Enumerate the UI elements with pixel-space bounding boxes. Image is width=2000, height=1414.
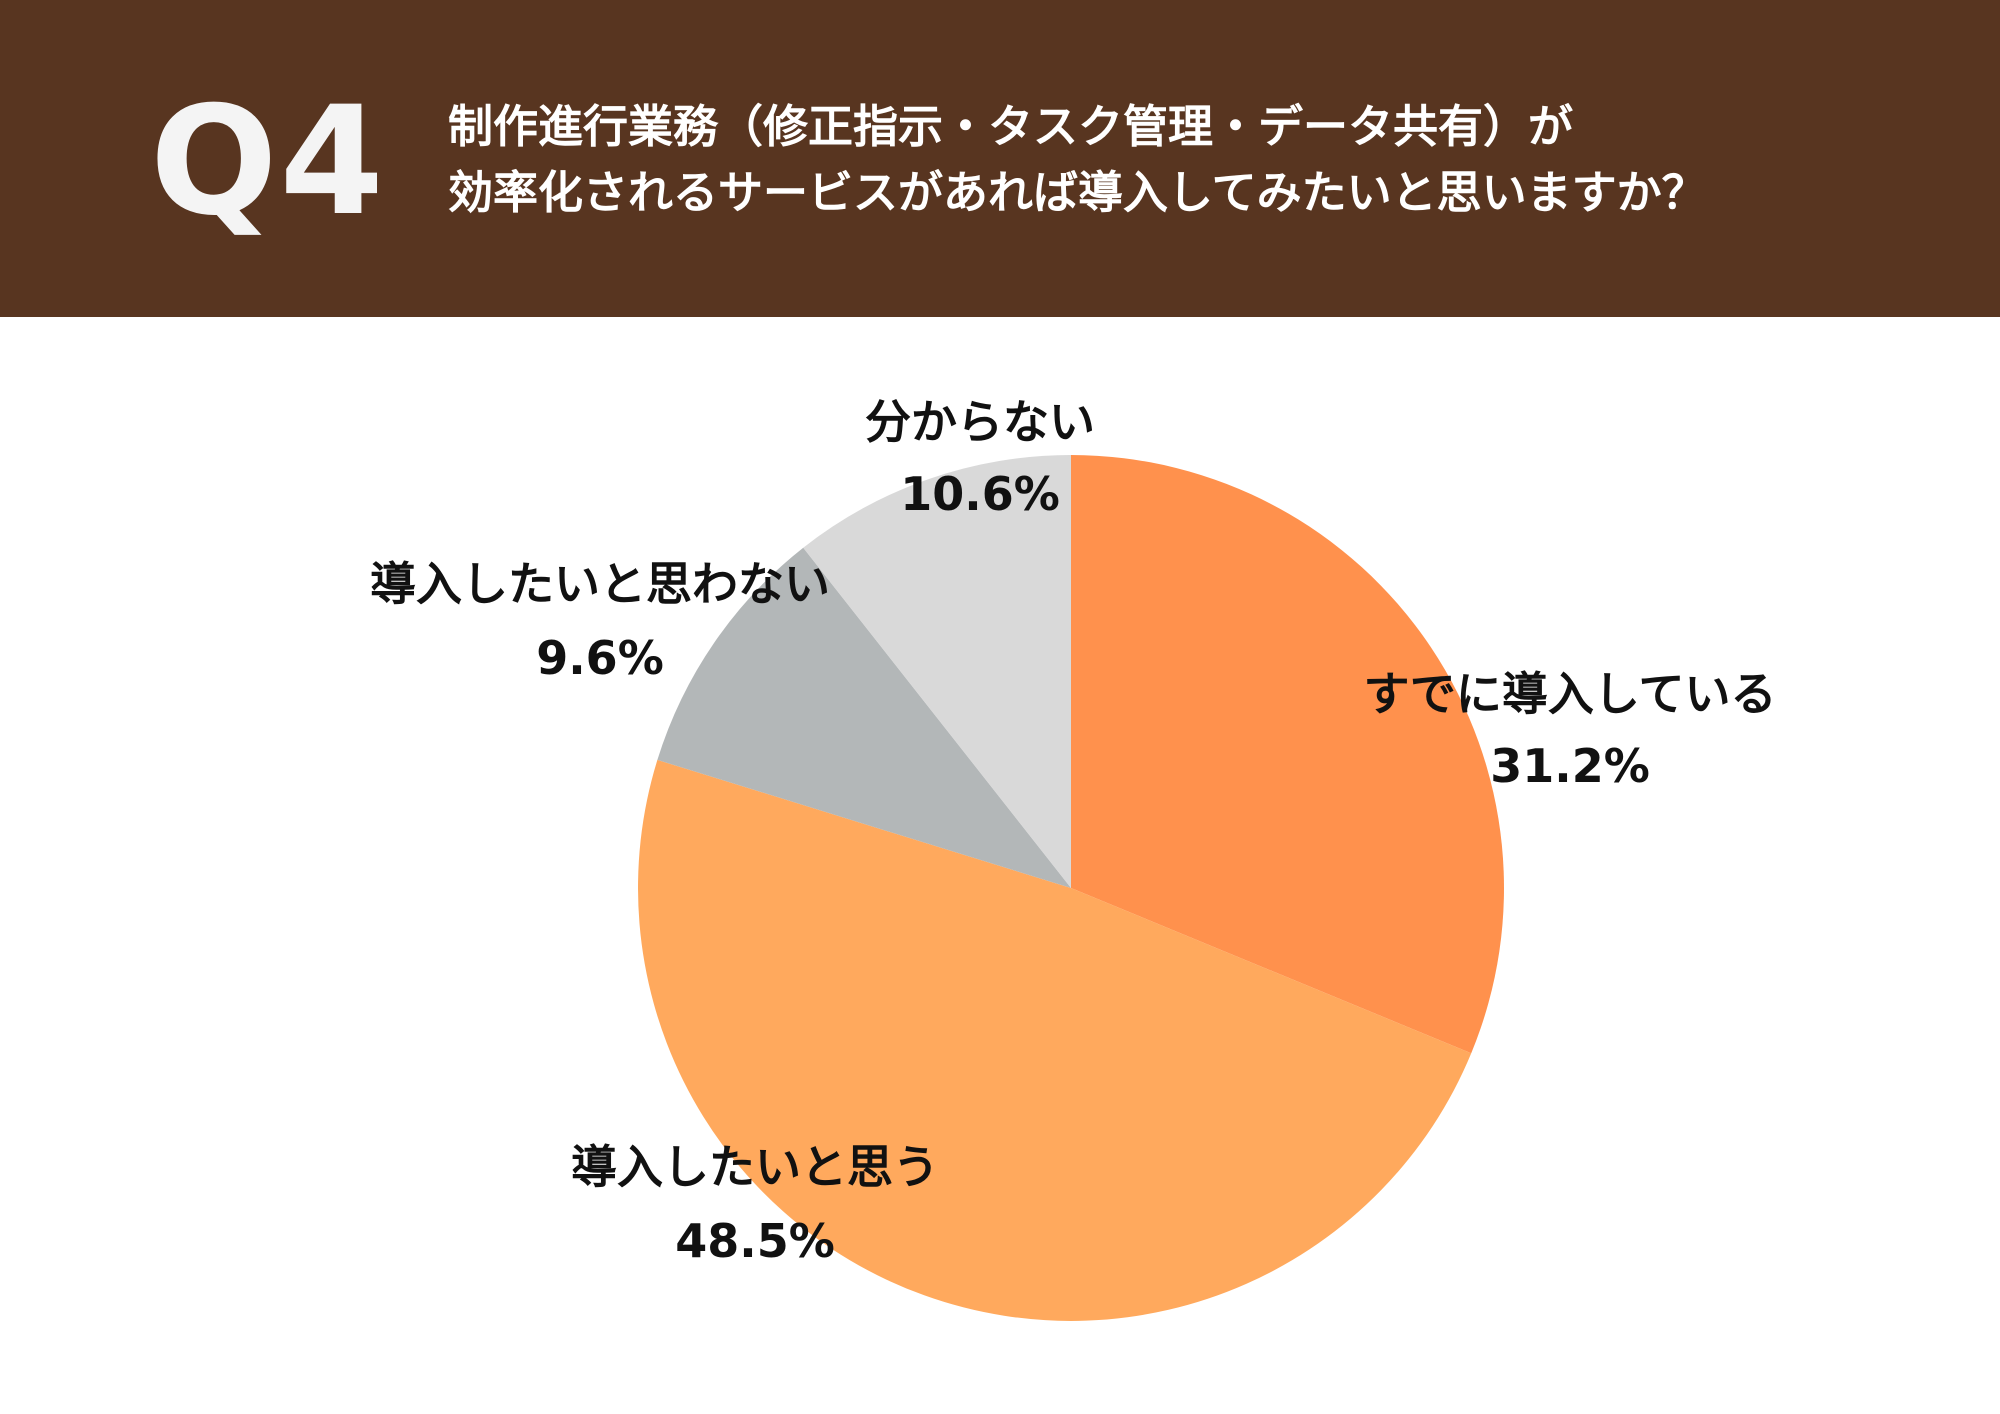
pie-slice-label-4: 分からない	[865, 395, 1095, 449]
question-text-line-2: 効率化されるサービスがあれば導入してみたいと思いますか？	[448, 166, 1707, 219]
question-number: Q4	[150, 75, 386, 249]
question-text-line-1: 制作進行業務（修正指示・タスク管理・データ共有）が	[448, 100, 1574, 153]
pie-slice-1	[1071, 455, 1504, 1054]
pie-slice-3	[657, 547, 1071, 888]
pie-slice-4	[803, 455, 1071, 888]
pie-slice-value-3: 9.6%	[536, 631, 664, 685]
pie-slice-label-2: 導入したいと思う	[571, 1140, 939, 1194]
pie-slice-2	[638, 759, 1472, 1321]
question-text: 制作進行業務（修正指示・タスク管理・データ共有）が 効率化されるサービスがあれば…	[448, 94, 1948, 226]
pie-slice-value-1: 31.2%	[1490, 739, 1650, 793]
pie-slice-value-2: 48.5%	[675, 1214, 835, 1268]
pie-labels: すでに導入している 31.2% 導入したいと思う 48.5% 導入したいと思わない 9.6…	[370, 395, 1777, 1268]
question-header: Q4 制作進行業務（修正指示・タスク管理・データ共有）が 効率化されるサービスが…	[0, 0, 2000, 317]
pie-slice-label-1: すでに導入している	[1363, 667, 1776, 721]
pie-slice-value-4: 10.6%	[900, 467, 1060, 521]
pie-slices	[638, 455, 1504, 1321]
pie-slice-label-3: 導入したいと思わない	[370, 557, 830, 611]
